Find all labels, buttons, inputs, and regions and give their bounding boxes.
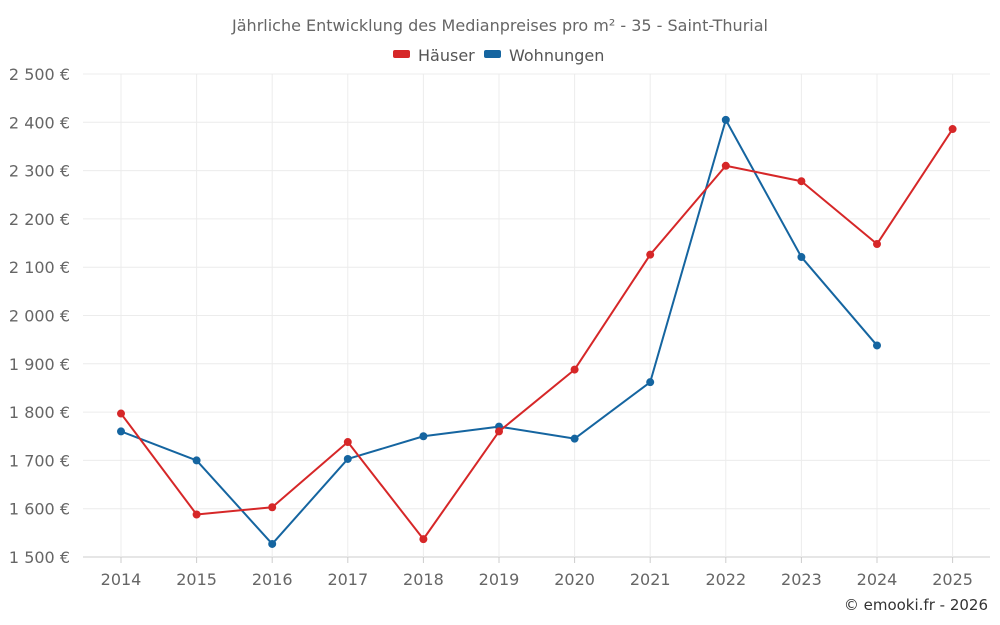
legend-swatch-haeuser — [393, 50, 410, 58]
legend-item-haeuser[interactable]: Häuser — [393, 46, 475, 65]
data-point-haeuser[interactable] — [419, 535, 428, 544]
data-point-wohnungen[interactable] — [192, 456, 201, 465]
y-tick-label: 1 500 € — [9, 548, 70, 567]
data-point-haeuser[interactable] — [117, 409, 125, 418]
y-tick-label: 2 000 € — [9, 307, 70, 326]
x-tick-label: 2021 — [630, 570, 671, 589]
data-point-wohnungen[interactable] — [797, 253, 806, 262]
data-point-wohnungen[interactable] — [343, 454, 352, 463]
x-tick-label: 2022 — [705, 570, 746, 589]
legend-label-haeuser: Häuser — [418, 46, 475, 65]
data-point-wohnungen[interactable] — [873, 341, 881, 350]
x-tick-label: 2015 — [176, 570, 217, 589]
data-point-haeuser[interactable] — [797, 177, 806, 186]
y-tick-label: 2 100 € — [9, 258, 70, 277]
data-point-wohnungen[interactable] — [419, 432, 428, 441]
chart-title: Jährliche Entwicklung des Medianpreises … — [231, 16, 768, 35]
data-point-haeuser[interactable] — [268, 503, 277, 512]
data-point-haeuser[interactable] — [495, 427, 503, 436]
y-tick-label: 1 600 € — [9, 500, 70, 519]
x-tick-label: 2020 — [554, 570, 595, 589]
data-point-wohnungen[interactable] — [570, 434, 579, 443]
data-point-wohnungen[interactable] — [721, 115, 730, 124]
y-tick-label: 1 700 € — [9, 451, 70, 470]
x-tick-label: 2014 — [101, 570, 142, 589]
legend: Häuser Wohnungen — [393, 46, 604, 65]
x-tick-label: 2016 — [252, 570, 293, 589]
legend-swatch-wohnungen — [484, 50, 501, 58]
y-tick-label: 1 800 € — [9, 403, 70, 422]
y-tick-label: 2 500 € — [9, 65, 70, 84]
y-tick-label: 2 400 € — [9, 113, 70, 132]
legend-item-wohnungen[interactable]: Wohnungen — [484, 46, 604, 65]
x-tick-label: 2019 — [479, 570, 520, 589]
legend-label-wohnungen: Wohnungen — [509, 46, 604, 65]
data-point-haeuser[interactable] — [873, 240, 881, 249]
x-tick-label: 2025 — [932, 570, 973, 589]
data-point-wohnungen[interactable] — [268, 539, 277, 548]
data-point-haeuser[interactable] — [948, 125, 957, 134]
data-point-wohnungen[interactable] — [117, 427, 125, 436]
credit-text: © emooki.fr - 2026 — [844, 596, 988, 614]
y-tick-label: 2 200 € — [9, 210, 70, 229]
data-point-wohnungen[interactable] — [646, 378, 655, 387]
data-point-haeuser[interactable] — [192, 510, 201, 519]
series — [117, 115, 957, 548]
data-point-haeuser[interactable] — [343, 438, 352, 447]
y-tick-label: 1 900 € — [9, 355, 70, 374]
data-point-haeuser[interactable] — [721, 161, 730, 170]
series-wohnungen — [117, 115, 881, 548]
x-tick-label: 2017 — [327, 570, 368, 589]
axes: 1 500 € 1 600 € 1 700 € 1 800 € 1 900 € 2 000… — [9, 65, 973, 589]
series-line-haeuser — [120, 128, 954, 541]
x-tick-label: 2023 — [781, 570, 822, 589]
x-tick-label: 2018 — [403, 570, 444, 589]
data-point-haeuser[interactable] — [646, 250, 655, 259]
series-haeuser — [117, 125, 957, 544]
y-tick-label: 2 300 € — [9, 162, 70, 181]
data-point-haeuser[interactable] — [570, 365, 579, 374]
grid — [83, 73, 990, 558]
x-tick-label: 2024 — [857, 570, 898, 589]
